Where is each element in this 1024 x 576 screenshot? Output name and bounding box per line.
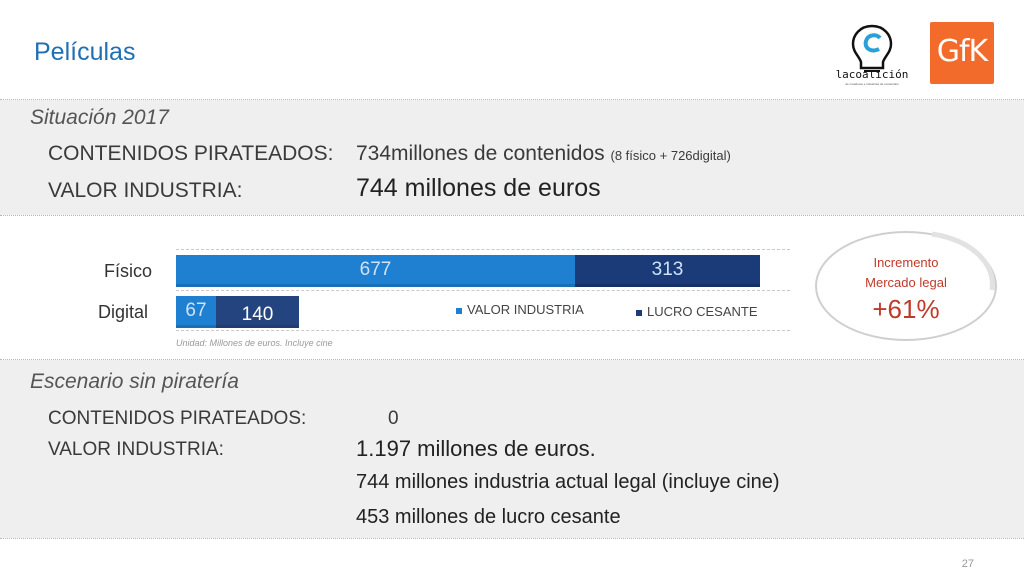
lacoalicion-logo-text: lacoalición: [835, 68, 909, 81]
situacion-valor-label: VALOR INDUSTRIA:: [48, 179, 243, 202]
situacion-heading: Situación 2017: [30, 106, 169, 129]
divider: [0, 538, 1024, 539]
badge-circle-icon: [815, 231, 997, 341]
incremento-badge: Incremento Mercado legal +61%: [812, 228, 1000, 344]
category-label-digital: Digital: [98, 302, 149, 322]
situacion-valor-value: 744 millones de euros: [356, 174, 601, 202]
gfk-logo: GfK: [930, 22, 994, 84]
chart-bars: 677 313 67 140: [0, 216, 1024, 358]
lightbulb-logo-icon: [851, 24, 893, 72]
legend-swatch-valor-industria: [456, 307, 462, 314]
situacion-contenidos-label: CONTENIDOS PIRATEADOS:: [48, 142, 334, 165]
escenario-valor-label: VALOR INDUSTRIA:: [48, 439, 224, 460]
divider: [0, 215, 1024, 216]
bar-valor-industria-digital: 67: [176, 296, 216, 328]
escenario-section: [0, 360, 1024, 538]
chart-gridline: [176, 330, 790, 331]
situacion-contenidos-number: 734millones de contenidos: [356, 142, 605, 165]
lacoalicion-logo-subtext: de creadores e industrias de contenidos: [845, 82, 899, 86]
legend-label-valor-industria: VALOR INDUSTRIA: [467, 302, 584, 317]
page-title: Películas: [34, 38, 136, 66]
legend-label-lucro-cesante: LUCRO CESANTE: [647, 304, 758, 319]
escenario-valor-value: 1.197 millones de euros.: [356, 436, 596, 461]
badge-line2: Mercado legal: [865, 275, 947, 290]
legend-item-valor-industria: VALOR INDUSTRIA: [456, 302, 584, 317]
bar-lucro-cesante-fisico: 313: [575, 255, 760, 287]
escenario-line-industria: 744 millones industria actual legal (inc…: [356, 471, 780, 493]
legend-item-lucro-cesante: LUCRO CESANTE: [636, 304, 758, 319]
bar-value-label: 313: [651, 259, 684, 280]
bar-valor-industria-fisico: 677: [176, 255, 575, 287]
situacion-contenidos-note: (8 físico + 726digital): [610, 148, 731, 163]
bar-value-label: 67: [185, 300, 207, 321]
escenario-contenidos-value: 0: [388, 408, 399, 429]
situacion-contenidos-value: 734millones de contenidos (8 físico + 72…: [356, 142, 731, 166]
escenario-line-lucro: 453 millones de lucro cesante: [356, 506, 621, 528]
lacoalicion-logo: lacoalición de creadores e industrias de…: [826, 22, 918, 88]
bar-value-label: 140: [241, 304, 274, 325]
page-number: 27: [961, 558, 974, 570]
chart-gridline: [176, 249, 790, 250]
chart-unit-note: Unidad: Millones de euros. Incluye cine: [176, 338, 333, 348]
badge-value: +61%: [872, 294, 940, 324]
legend-swatch-lucro-cesante: [636, 309, 642, 316]
chart-gridline: [176, 290, 790, 291]
category-label-fisico: Físico: [104, 261, 153, 281]
bar-lucro-cesante-digital: 140: [216, 296, 299, 328]
escenario-heading: Escenario sin piratería: [30, 370, 239, 393]
escenario-contenidos-label: CONTENIDOS PIRATEADOS:: [48, 408, 307, 429]
situacion-section: [0, 100, 1024, 215]
divider: [0, 99, 1024, 100]
badge-line1: Incremento: [873, 255, 939, 270]
chart-area: Físico Digital 677 313 67 140 VALOR INDUSTR…: [0, 216, 1024, 358]
bar-value-label: 677: [359, 259, 392, 280]
gfk-logo-text: GfK: [936, 34, 988, 69]
divider: [0, 359, 1024, 360]
